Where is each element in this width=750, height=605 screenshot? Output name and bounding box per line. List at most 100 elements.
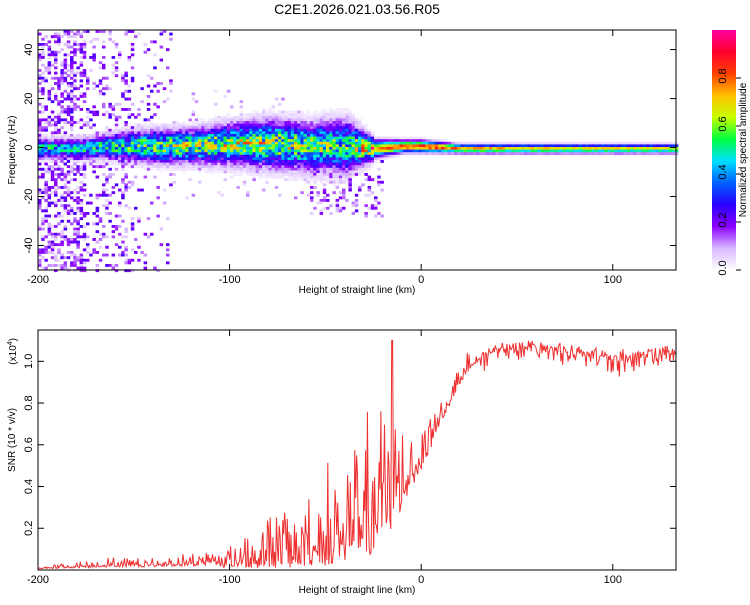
heatmap-cell [111, 160, 116, 163]
heatmap-cell [258, 160, 263, 163]
heatmap-cell [166, 149, 170, 153]
heatmap-cell [367, 175, 372, 179]
heatmap-cell [281, 165, 285, 169]
heatmap-cell [92, 149, 96, 153]
heatmap-cell [214, 141, 218, 145]
heatmap-cell [118, 253, 122, 257]
heatmap-cell [370, 154, 375, 158]
heatmap-cell [639, 147, 644, 150]
heatmap-cell [313, 178, 317, 182]
heatmap-cell [178, 136, 183, 140]
heatmap-cell [130, 102, 135, 106]
heatmap-cell [198, 141, 202, 145]
heatmap-cell [143, 50, 148, 54]
heatmap-cell [201, 157, 205, 161]
heatmap-cell [674, 141, 679, 145]
heatmap-cell [86, 76, 90, 80]
heatmap-cell [230, 167, 234, 171]
heatmap-cell [348, 157, 352, 161]
heatmap-cell [335, 128, 340, 132]
heatmap-cell [262, 167, 266, 171]
heatmap-cell [214, 115, 218, 119]
heatmap-cell [50, 152, 55, 156]
heatmap-cell [82, 188, 87, 192]
heatmap-cell [79, 35, 84, 39]
heatmap-cell [223, 154, 228, 158]
x-tick-label: -200 [27, 274, 49, 286]
heatmap-cell [118, 154, 122, 158]
heatmap-cell [41, 79, 45, 83]
heatmap-cell [105, 204, 109, 208]
heatmap-cell [108, 162, 112, 166]
heatmap-cell [230, 175, 234, 179]
heatmap-cell [262, 149, 266, 153]
heatmap-cell [73, 154, 77, 158]
heatmap-cell [143, 232, 148, 236]
heatmap-cell [47, 92, 52, 96]
heatmap-cell [137, 165, 141, 169]
heatmap-cell [127, 131, 132, 135]
heatmap-cell [220, 147, 224, 150]
heatmap-cell [274, 186, 279, 189]
heatmap-cell [412, 139, 416, 143]
heatmap-cell [335, 126, 340, 130]
heatmap-cell [473, 147, 477, 150]
heatmap-cell [73, 199, 77, 202]
heatmap-cell [332, 167, 336, 171]
heatmap-cell [86, 136, 90, 140]
heatmap-cell [252, 123, 256, 127]
heatmap-cell [329, 108, 333, 111]
heatmap-cell [124, 160, 128, 163]
heatmap-cell [79, 74, 84, 78]
heatmap-cell [239, 173, 244, 176]
heatmap-cell [118, 225, 122, 228]
heatmap-cell [70, 160, 74, 163]
heatmap-cell [354, 147, 359, 150]
heatmap-cell [47, 50, 52, 54]
heatmap-cell [127, 30, 132, 33]
heatmap-cell [348, 188, 352, 192]
heatmap-cell [361, 134, 365, 137]
heatmap-cell [566, 149, 570, 153]
heatmap-cell [297, 147, 301, 150]
heatmap-cell [172, 149, 176, 153]
heatmap-cell [444, 139, 448, 143]
heatmap-cell [54, 232, 58, 236]
heatmap-cell [486, 152, 490, 156]
heatmap-cell [274, 139, 279, 143]
heatmap-cell [310, 165, 314, 169]
heatmap-cell [252, 128, 256, 132]
heatmap-cell [114, 128, 119, 132]
heatmap-cell [463, 144, 468, 148]
heatmap-cell [649, 144, 653, 148]
heatmap-cell [233, 149, 237, 153]
heatmap-cell [188, 147, 192, 150]
heatmap-cell [118, 147, 122, 150]
y-tick-label: 0 [23, 144, 35, 150]
heatmap-cell [178, 165, 183, 169]
heatmap-cell [207, 136, 212, 140]
heatmap-cell [102, 147, 106, 150]
heatmap-cell [585, 152, 589, 156]
heatmap-cell [114, 134, 119, 137]
heatmap-cell [130, 136, 135, 140]
heatmap-cell [162, 126, 167, 130]
heatmap-cell [38, 225, 42, 228]
heatmap-cell [41, 209, 45, 213]
heatmap-cell [530, 141, 535, 145]
heatmap-cell [105, 253, 109, 257]
heatmap-cell [268, 110, 272, 114]
heatmap-cell [351, 134, 356, 137]
heatmap-cell [79, 136, 84, 140]
heatmap-cell [79, 152, 84, 156]
heatmap-cell [38, 147, 42, 150]
heatmap-cell [79, 225, 84, 228]
heatmap-cell [54, 258, 58, 262]
heatmap-cell [271, 144, 276, 148]
heatmap-cell [223, 121, 228, 124]
heatmap-cell [86, 235, 90, 239]
heatmap-cell [345, 160, 349, 163]
heatmap-cell [329, 126, 333, 130]
heatmap-cell [345, 134, 349, 137]
heatmap-cell [310, 121, 314, 124]
